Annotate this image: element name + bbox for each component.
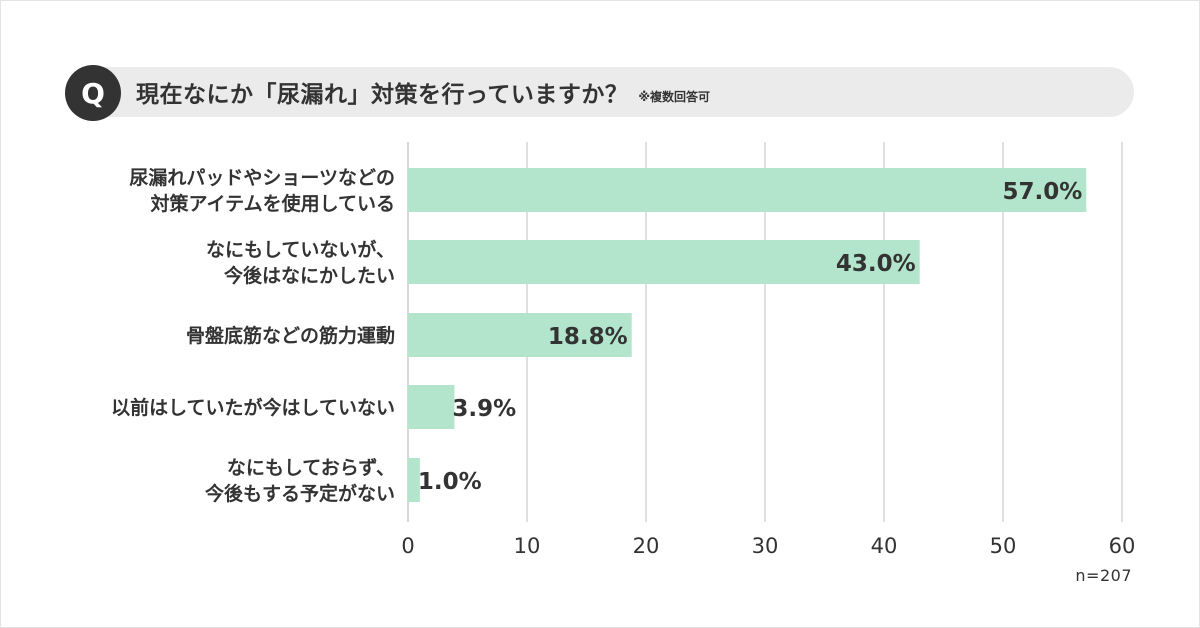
category-label: 以前はしていたが今はしていない <box>111 396 395 419</box>
bar-value-label: 43.0% <box>836 251 916 277</box>
question-note: ※複数回答可 <box>638 89 711 104</box>
sample-size-label: n=207 <box>1075 566 1132 585</box>
bar-value-label: 1.0% <box>418 469 482 495</box>
bar <box>408 458 420 502</box>
bar <box>408 168 1087 212</box>
bar <box>408 313 632 357</box>
question-banner <box>68 67 1134 117</box>
bar <box>408 240 920 284</box>
category-label: 尿漏れパッドやショーツなどの <box>129 167 395 189</box>
x-tick-label: 30 <box>752 534 779 558</box>
category-label: 対策アイテムを使用している <box>149 192 395 215</box>
category-label: なにもしておらず、 <box>227 457 395 479</box>
question-badge: Q <box>65 65 121 121</box>
x-tick-label: 40 <box>871 534 898 558</box>
bar <box>408 385 455 429</box>
question-title-row: 現在なにか「尿漏れ」対策を行っていますか？ ※複数回答可 <box>136 76 710 108</box>
category-label: 今後はなにかしたい <box>223 264 395 287</box>
category-label: なにもしていないが、 <box>206 238 395 261</box>
x-tick-label: 10 <box>514 534 541 558</box>
category-label: 今後もする予定がない <box>204 482 395 505</box>
x-tick-label: 60 <box>1109 534 1136 558</box>
x-tick-label: 20 <box>633 534 660 558</box>
category-label: 骨盤底筋などの筋力運動 <box>186 324 395 347</box>
x-tick-label: 50 <box>990 534 1017 558</box>
bar-value-label: 57.0% <box>1003 179 1083 205</box>
question-title: 現在なにか「尿漏れ」対策を行っていますか？ <box>136 82 629 108</box>
bar-value-label: 3.9% <box>452 396 516 422</box>
x-tick-label: 0 <box>401 534 414 558</box>
bar-value-label: 18.8% <box>548 324 628 350</box>
